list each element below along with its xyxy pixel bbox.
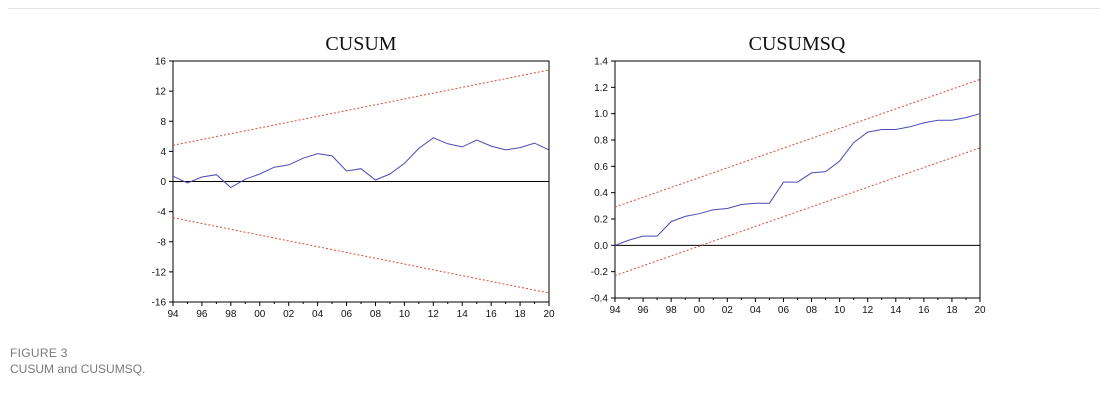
cusum-xtick-label: 04 — [312, 309, 324, 320]
cusum-xtick-label: 98 — [225, 309, 237, 320]
cusum-xtick-label: 02 — [283, 309, 295, 320]
cusumsq-chart: CUSUMSQ1.41.21.00.80.60.40.20.0-0.2-0.49… — [591, 33, 986, 316]
cusumsq-xtick-label: 08 — [806, 305, 818, 316]
cusum-xtick-label: 96 — [196, 309, 208, 320]
cusumsq-xtick-label: 14 — [890, 305, 902, 316]
cusumsq-xtick-label: 12 — [862, 305, 874, 316]
cusumsq-plot-frame — [614, 60, 981, 299]
figure-caption: FIGURE 3 CUSUM and CUSUMSQ. — [10, 345, 145, 377]
cusumsq-ytick-label: 1.4 — [594, 57, 608, 68]
cusumsq-xtick-label: 94 — [609, 305, 621, 316]
cusumsq-ytick-label: -0.4 — [591, 294, 609, 305]
cusum-ytick-label: 0 — [160, 177, 166, 188]
cusumsq-xtick-label: 98 — [666, 305, 678, 316]
cusumsq-xtick-label: 18 — [946, 305, 958, 316]
cusum-upper-bound-line — [172, 69, 550, 146]
cusumsq-ytick-label: 0.6 — [594, 162, 608, 173]
cusum-xtick-label: 16 — [486, 309, 498, 320]
cusumsq-ytick-label: -0.2 — [591, 267, 609, 278]
cusumsq-title: CUSUMSQ — [749, 33, 846, 55]
cusum-xtick-label: 20 — [543, 309, 555, 320]
figure-label: FIGURE 3 — [10, 346, 68, 360]
cusum-ytick-label: 16 — [155, 57, 167, 68]
cusumsq-ytick-label: 1.2 — [594, 83, 608, 94]
cusum-lower-bound-line — [172, 217, 550, 294]
cusumsq-ytick-label: 0.0 — [594, 241, 608, 252]
cusumsq-ytick-label: 0.8 — [594, 136, 608, 147]
cusum-ytick-label: -16 — [152, 298, 167, 309]
cusumsq-xtick-label: 10 — [834, 305, 846, 316]
cusum-xtick-label: 10 — [399, 309, 411, 320]
cusumsq-xtick-label: 02 — [722, 305, 734, 316]
cusumsq-xtick-label: 16 — [918, 305, 930, 316]
cusumsq-ytick-label: 0.4 — [594, 188, 608, 199]
cusum-xtick-label: 18 — [515, 309, 527, 320]
cusum-title: CUSUM — [325, 33, 396, 55]
cusum-ytick-label: 8 — [160, 117, 166, 128]
divider — [8, 8, 1100, 9]
cusum-ytick-label: 4 — [160, 147, 166, 158]
cusumsq-xtick-label: 04 — [750, 305, 762, 316]
cusum-xtick-label: 94 — [167, 309, 179, 320]
cusumsq-upper-bound-line — [614, 78, 981, 208]
cusumsq-ytick-label: 1.0 — [594, 109, 608, 120]
cusumsq-ytick-label: 0.2 — [594, 215, 608, 226]
cusum-statistic-line — [172, 137, 550, 189]
cusum-ytick-label: -4 — [157, 207, 166, 218]
cusumsq-xtick-label: 06 — [778, 305, 790, 316]
cusumsq-statistic-line — [614, 113, 981, 246]
cusum-xtick-label: 12 — [428, 309, 440, 320]
cusum-xtick-label: 06 — [341, 309, 353, 320]
cusum-xtick-label: 14 — [457, 309, 469, 320]
cusumsq-lower-bound-line — [614, 147, 981, 277]
cusum-xtick-label: 08 — [370, 309, 382, 320]
cusum-ytick-label: -12 — [152, 267, 167, 278]
cusumsq-xtick-label: 20 — [974, 305, 986, 316]
cusum-xtick-label: 00 — [254, 309, 266, 320]
cusumsq-xtick-label: 96 — [638, 305, 650, 316]
cusum-ytick-label: 12 — [155, 87, 167, 98]
figure-caption-text: CUSUM and CUSUMSQ. — [10, 362, 146, 376]
cusumsq-xtick-label: 00 — [694, 305, 706, 316]
cusum-ytick-label: -8 — [157, 237, 166, 248]
